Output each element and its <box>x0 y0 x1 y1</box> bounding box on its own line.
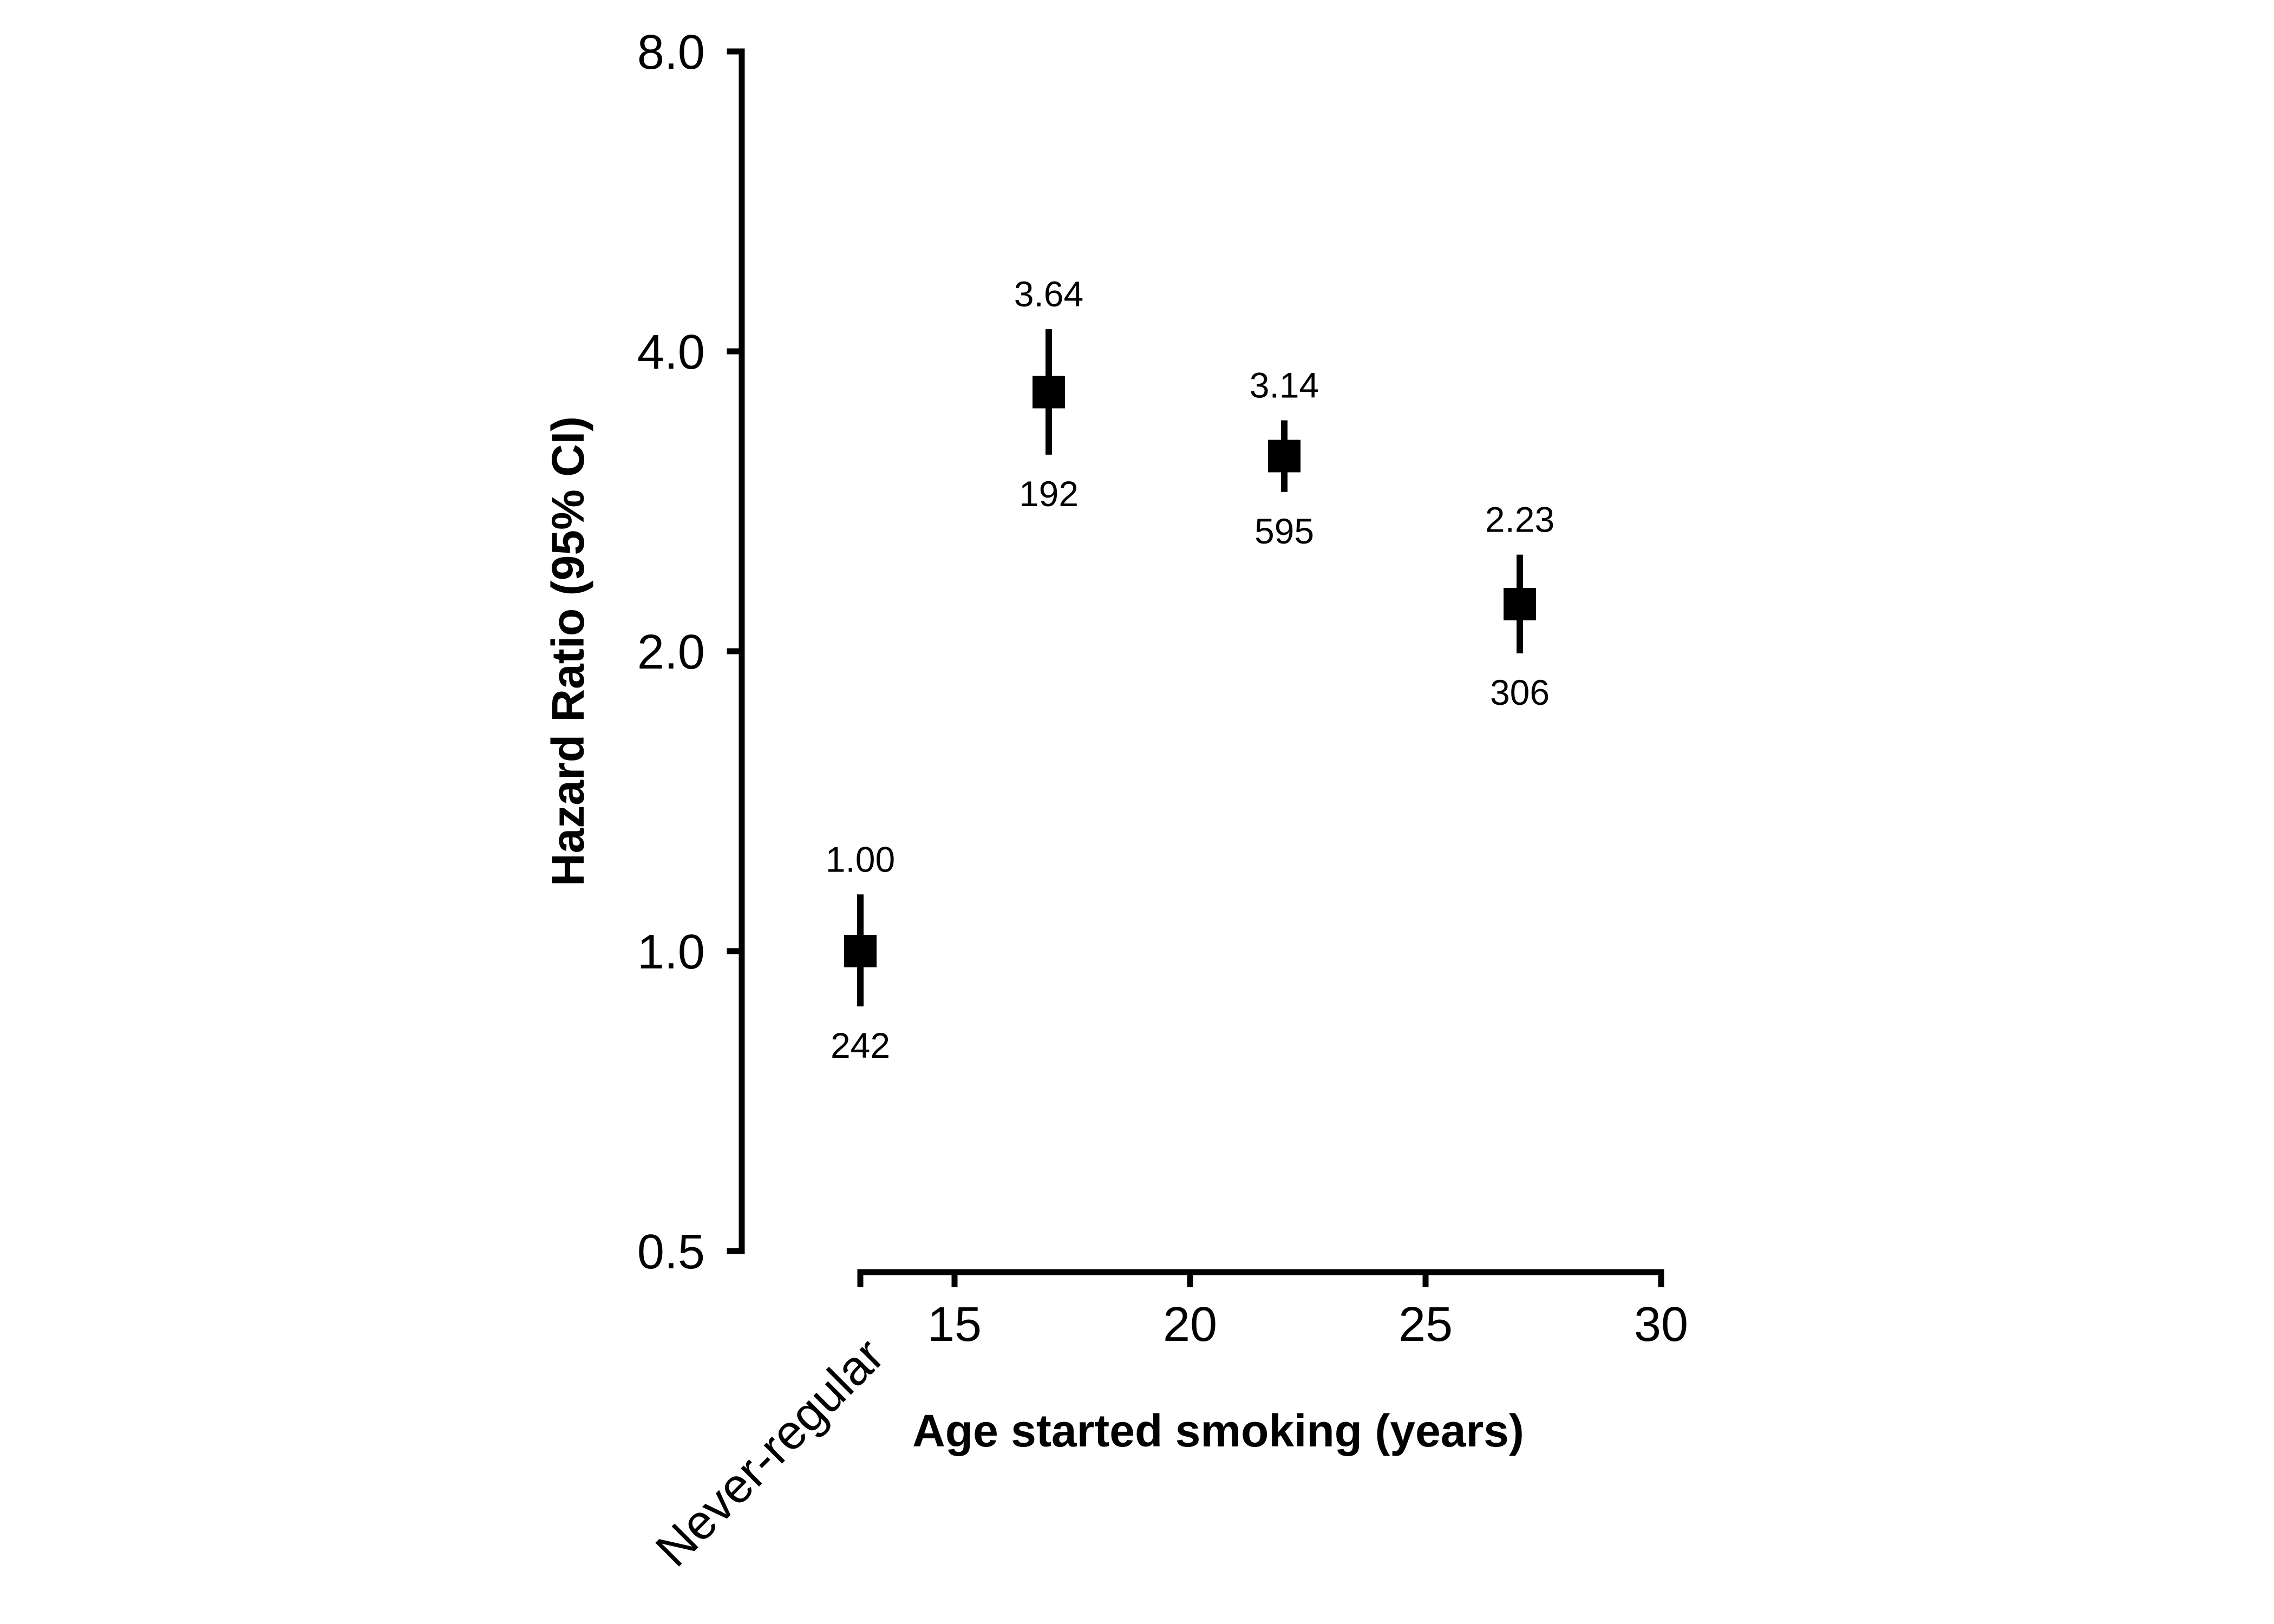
y-tick-label: 0.5 <box>637 1225 705 1279</box>
y-tick-label: 1.0 <box>637 925 705 979</box>
x-tick-label: 25 <box>1399 1298 1453 1352</box>
count-label: 192 <box>1019 474 1079 514</box>
y-axis-title: Hazard Ratio (95% CI) <box>543 416 593 886</box>
y-tick-label: 8.0 <box>637 25 705 80</box>
point-marker <box>844 935 877 967</box>
x-tick-label: 20 <box>1163 1298 1217 1352</box>
x-tick-label: 15 <box>927 1298 982 1352</box>
y-tick-label: 2.0 <box>637 625 705 679</box>
hr-value-label: 3.14 <box>1250 365 1319 405</box>
hr-value-label: 1.00 <box>826 839 895 879</box>
hr-value-label: 3.64 <box>1014 274 1083 314</box>
count-label: 306 <box>1490 672 1550 712</box>
x-tick-label: 30 <box>1634 1298 1688 1352</box>
hr-value-label: 2.23 <box>1485 500 1554 540</box>
count-label: 595 <box>1254 511 1314 551</box>
x-tick-label-rotated: Never-regular <box>645 1328 894 1577</box>
point-marker <box>1268 440 1301 473</box>
point-marker <box>1033 376 1065 409</box>
count-label: 242 <box>831 1025 890 1065</box>
x-axis-title: Age started smoking (years) <box>912 1405 1524 1456</box>
y-tick-label: 4.0 <box>637 325 705 379</box>
point-marker <box>1504 587 1536 620</box>
